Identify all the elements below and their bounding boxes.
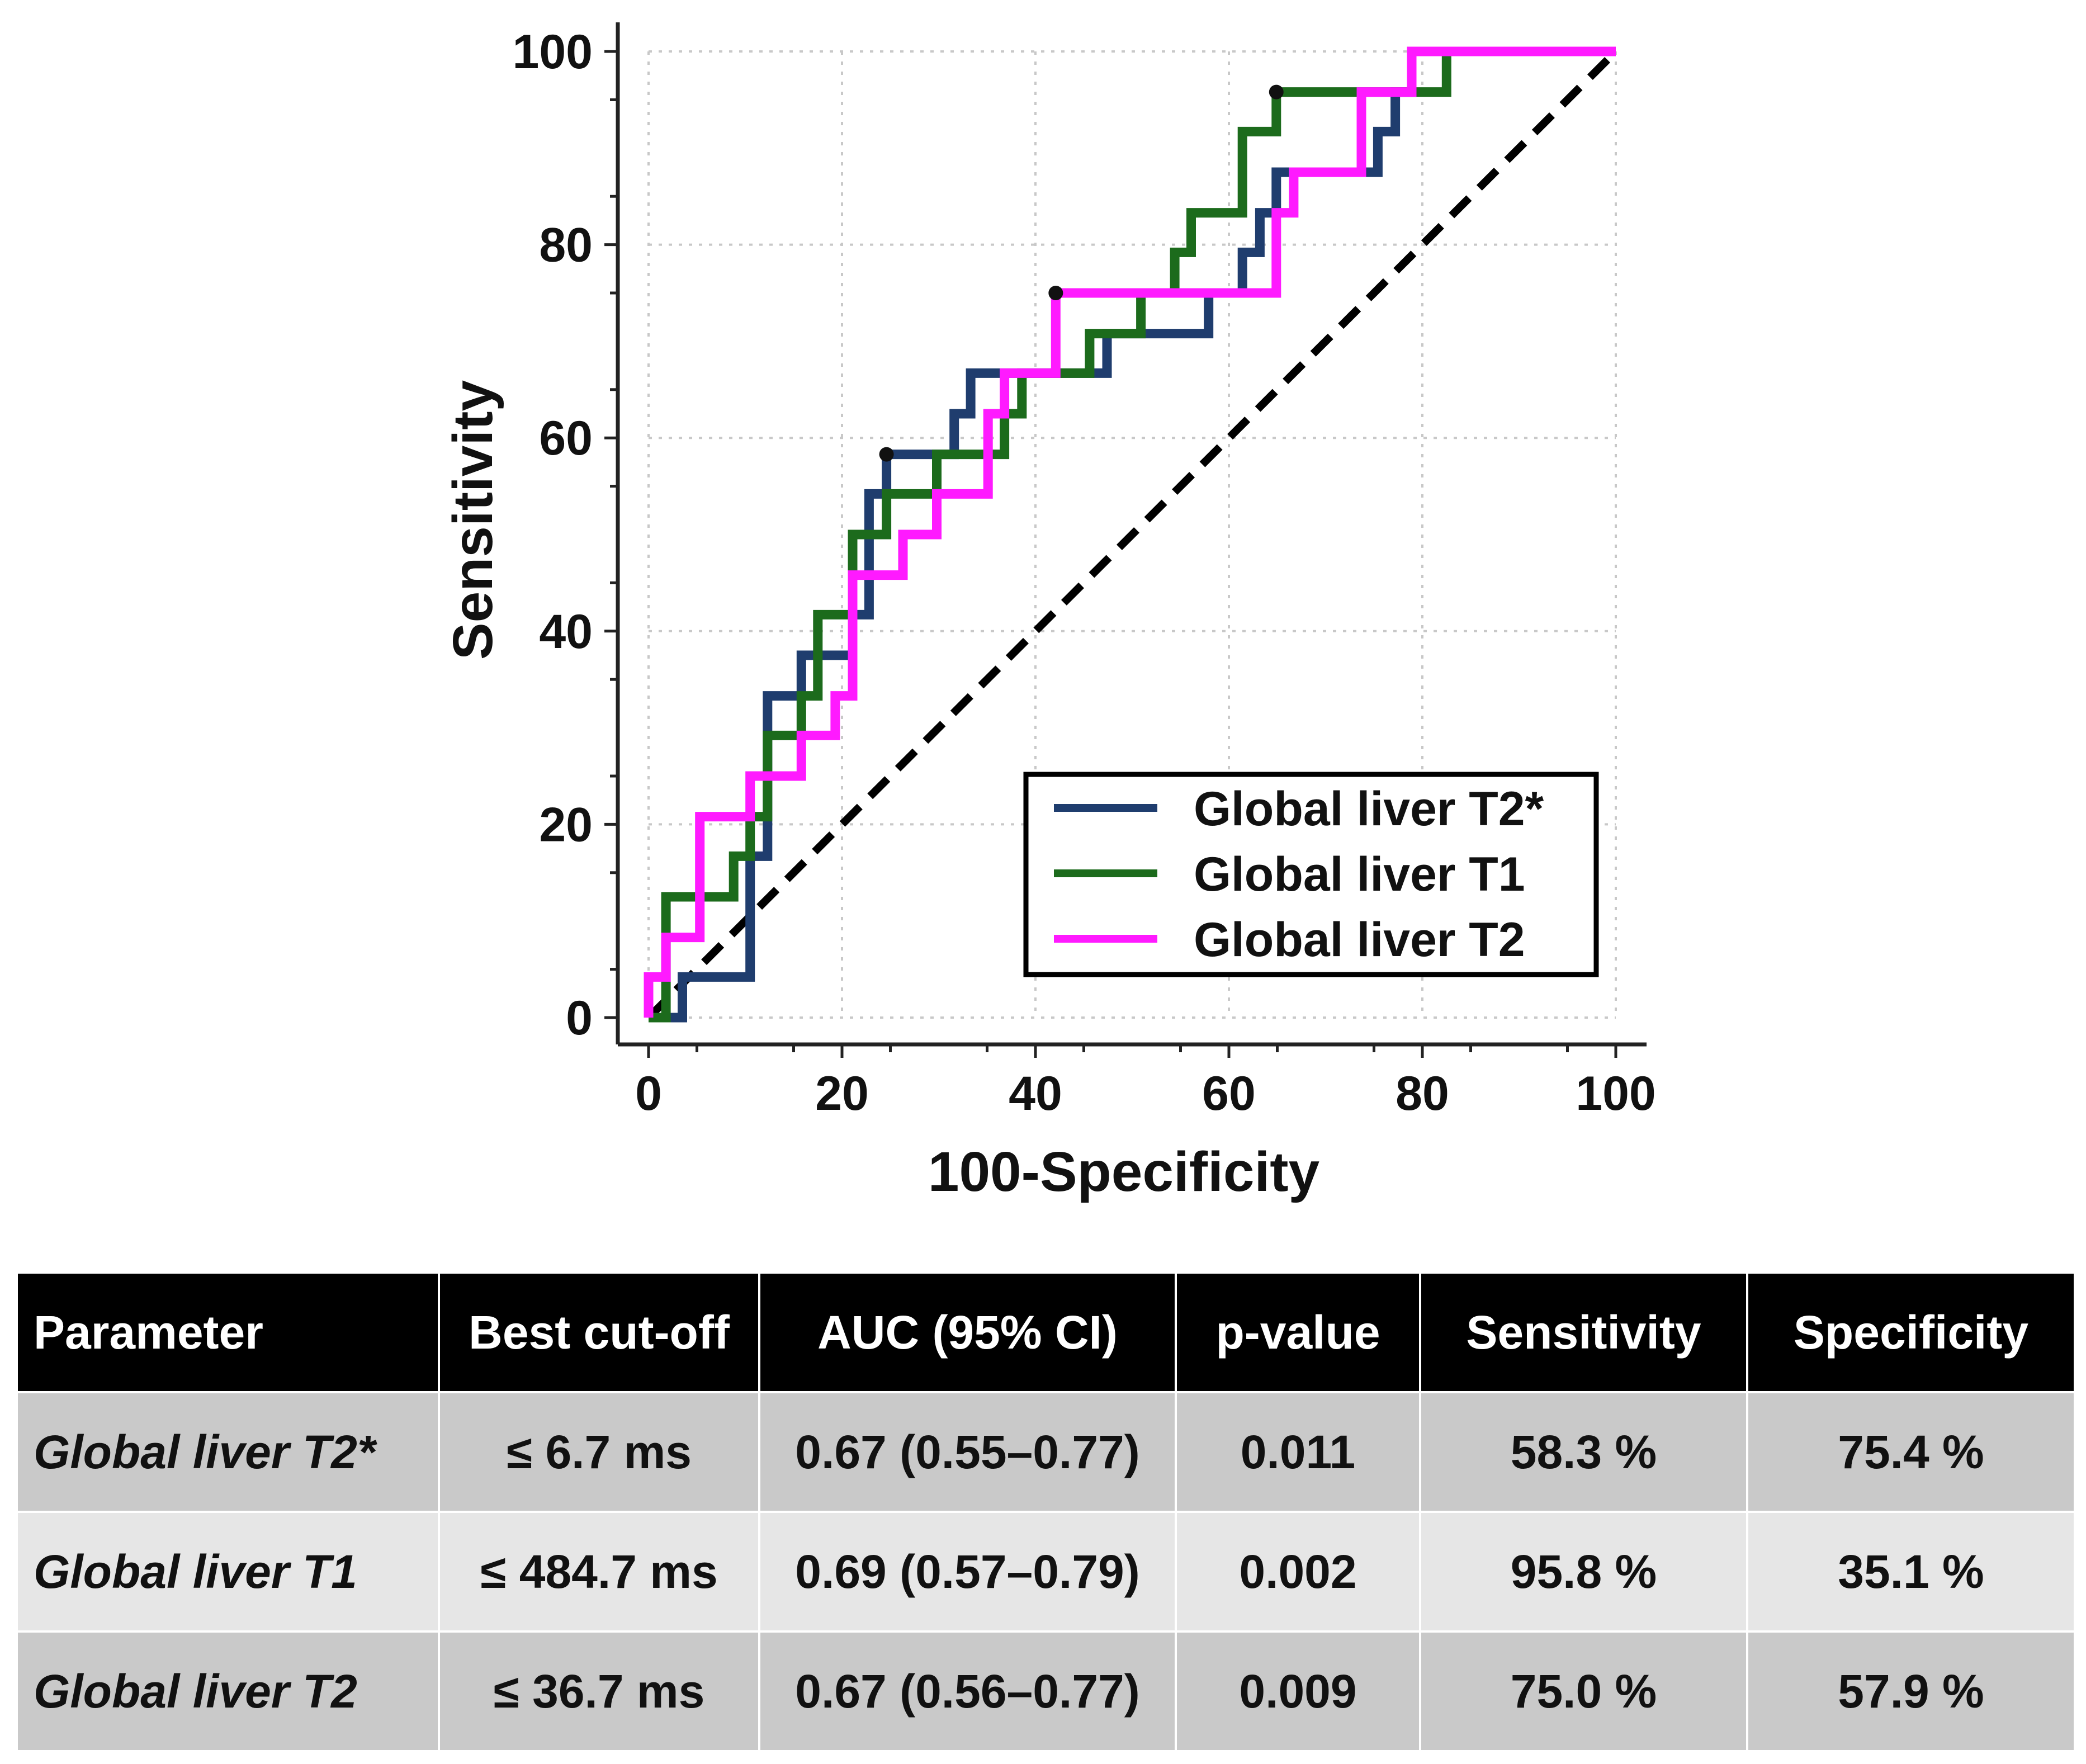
series-layer (644, 46, 1619, 1023)
header-specificity: Specificity (1747, 1274, 2074, 1393)
header-parameter: Parameter (18, 1274, 440, 1393)
cell-parameter: Global liver T1 (18, 1512, 440, 1633)
ticks: 0 20 40 60 80 100 0 20 40 60 80 100 (513, 25, 1656, 1120)
x-axis-title: 100-Specificity (928, 1141, 1320, 1203)
x-tick-label: 40 (1009, 1067, 1062, 1120)
header-auc: AUC (95% CI) (759, 1274, 1177, 1393)
reference-diagonal-line (646, 49, 1619, 1020)
cell-specificity: 57.9 % (1747, 1631, 2074, 1752)
header-p-value: p-value (1176, 1274, 1421, 1393)
cutoff-point-marker (1048, 286, 1063, 300)
x-tick-label: 60 (1202, 1067, 1256, 1120)
y-tick-label: 80 (539, 219, 593, 272)
y-tick-label: 40 (539, 605, 593, 659)
cell-auc: 0.67 (0.56–0.77) (759, 1631, 1177, 1752)
x-tick-label: 20 (815, 1067, 869, 1120)
header-best-cutoff: Best cut-off (439, 1274, 760, 1393)
legend-label-t2star: Global liver T2* (1194, 782, 1544, 836)
roc-curve-global-liver-t1 (649, 46, 1616, 1023)
results-table: Parameter Best cut-off AUC (95% CI) p-va… (18, 1274, 2074, 1752)
y-axis-title: Sensitivity (442, 380, 504, 660)
header-sensitivity: Sensitivity (1420, 1274, 1748, 1393)
cell-p-value: 0.002 (1176, 1512, 1421, 1633)
cell-best-cutoff: ≤ 36.7 ms (439, 1631, 760, 1752)
y-tick-label: 100 (513, 25, 593, 79)
x-tick-label: 100 (1576, 1067, 1656, 1120)
y-tick-label: 60 (539, 412, 593, 465)
legend: Global liver T2* Global liver T1 Global … (1023, 772, 1599, 977)
cell-sensitivity: 95.8 % (1420, 1512, 1748, 1633)
axes (616, 22, 1647, 1047)
cell-best-cutoff: ≤ 6.7 ms (439, 1392, 760, 1513)
legend-label-t1: Global liver T1 (1194, 848, 1525, 901)
cell-sensitivity: 58.3 % (1420, 1392, 1748, 1513)
cell-p-value: 0.011 (1176, 1392, 1421, 1513)
cell-best-cutoff: ≤ 484.7 ms (439, 1512, 760, 1633)
table-header-row: Parameter Best cut-off AUC (95% CI) p-va… (18, 1274, 2074, 1393)
cutoff-point-marker (1269, 84, 1284, 100)
cutoff-point-marker (879, 447, 894, 462)
y-tick-label: 20 (539, 798, 593, 852)
table-row: Global liver T2 ≤ 36.7 ms 0.67 (0.56–0.7… (18, 1631, 2074, 1752)
grid (647, 50, 1617, 1019)
roc-curve-global-liver-t2 (644, 46, 1616, 1018)
cell-parameter: Global liver T2* (18, 1392, 440, 1513)
y-tick-label: 0 (566, 991, 593, 1045)
cell-specificity: 75.4 % (1747, 1392, 2074, 1513)
x-tick-label: 0 (635, 1067, 662, 1120)
cell-auc: 0.69 (0.57–0.79) (759, 1512, 1177, 1633)
cell-p-value: 0.009 (1176, 1631, 1421, 1752)
legend-label-t2: Global liver T2 (1194, 913, 1525, 967)
cell-specificity: 35.1 % (1747, 1512, 2074, 1633)
roc-chart: 0 20 40 60 80 100 0 20 40 60 80 100 100-Specificity… (442, 22, 1656, 1203)
cell-parameter: Global liver T2 (18, 1631, 440, 1752)
cell-sensitivity: 75.0 % (1420, 1631, 1748, 1752)
table-row: Global liver T1 ≤ 484.7 ms 0.69 (0.57–0.… (18, 1512, 2074, 1633)
table-row: Global liver T2* ≤ 6.7 ms 0.67 (0.55–0.7… (18, 1392, 2074, 1513)
x-tick-label: 80 (1396, 1067, 1449, 1120)
cell-auc: 0.67 (0.55–0.77) (759, 1392, 1177, 1513)
